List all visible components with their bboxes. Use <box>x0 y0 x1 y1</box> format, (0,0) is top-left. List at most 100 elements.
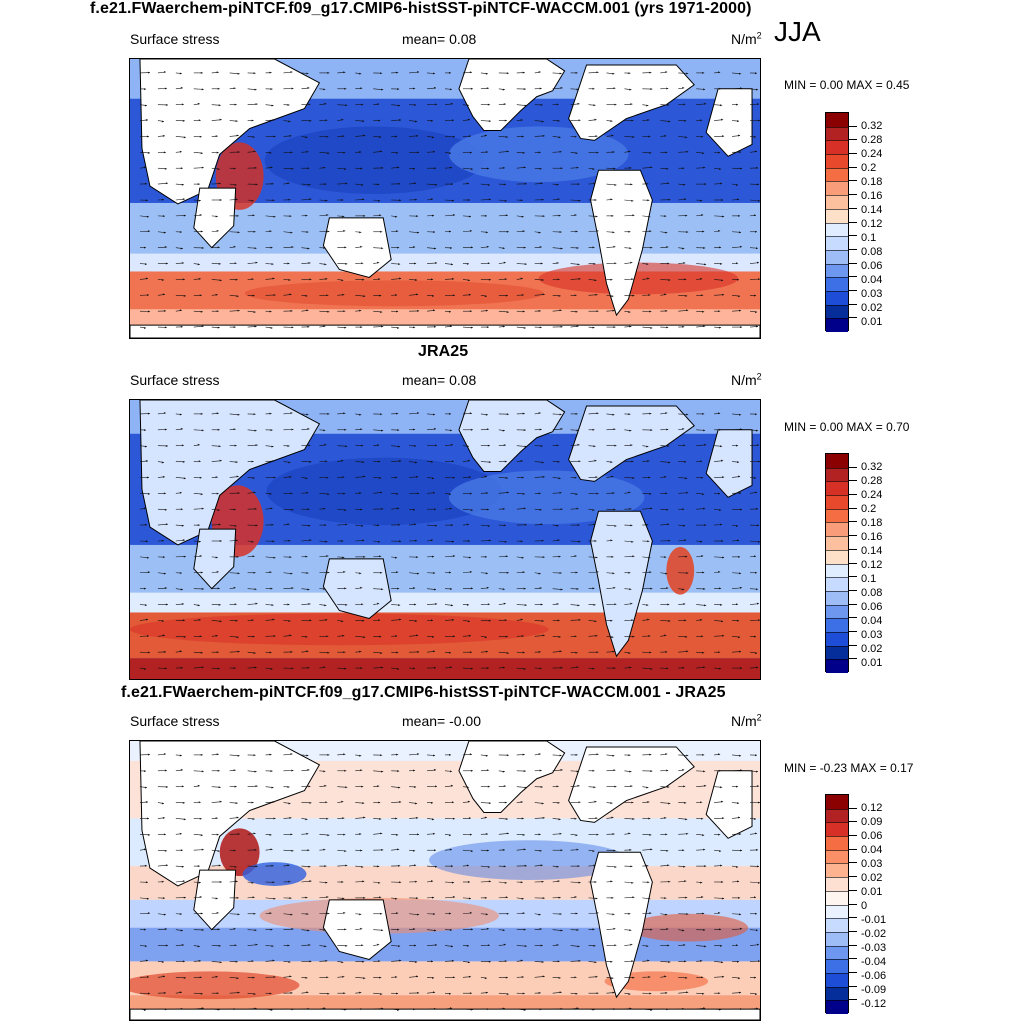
wind-arrow <box>283 913 293 916</box>
wind-arrow <box>139 897 149 900</box>
wind-arrow <box>229 461 238 464</box>
wind-arrow <box>624 848 632 851</box>
wind-arrow <box>534 293 545 296</box>
wind-arrow <box>391 1008 400 1011</box>
colorbar-label: 0.18 <box>861 517 883 529</box>
colorbar-label: 0.02 <box>861 872 883 884</box>
wind-arrow <box>337 118 344 121</box>
wind-arrow <box>301 294 308 297</box>
wind-arrow <box>247 785 258 788</box>
wind-arrow <box>427 588 437 591</box>
wind-arrow <box>462 897 471 900</box>
wind-arrow <box>229 960 238 963</box>
wind-arrow <box>606 977 614 980</box>
wind-arrow <box>516 88 526 91</box>
wind-arrow <box>462 539 470 542</box>
wind-arrow <box>229 295 239 298</box>
wind-arrow <box>534 944 543 947</box>
panel-1-max-label: MAX = <box>846 78 883 92</box>
wind-arrow <box>498 912 509 915</box>
wind-arrow <box>373 183 380 186</box>
wind-arrow <box>355 309 362 312</box>
wind-arrow <box>427 896 435 899</box>
panel-2-max-value: 0.70 <box>886 420 910 434</box>
wind-arrow <box>373 571 383 574</box>
wind-arrow <box>157 87 167 90</box>
wind-arrow <box>319 246 326 249</box>
wind-arrow <box>588 928 595 931</box>
wind-arrow <box>480 134 487 137</box>
colorbar-label: 0.04 <box>861 844 883 856</box>
wind-arrow <box>157 103 168 106</box>
wind-arrow <box>696 524 707 527</box>
wind-arrow <box>480 816 487 819</box>
wind-arrow <box>391 667 400 670</box>
wind-arrow <box>678 960 687 963</box>
wind-arrow <box>247 429 257 432</box>
wind-arrow <box>391 445 401 448</box>
wind-arrow <box>444 801 454 804</box>
wind-arrow <box>265 246 273 249</box>
wind-arrow <box>373 413 383 416</box>
wind-arrow <box>606 944 617 947</box>
wind-arrow <box>732 539 740 542</box>
wind-arrow <box>283 975 292 978</box>
wind-arrow <box>444 213 455 217</box>
wind-arrow <box>337 587 347 590</box>
wind-arrow <box>337 833 346 836</box>
wind-arrow <box>480 944 490 947</box>
wind-arrow <box>391 817 398 820</box>
wind-arrow <box>588 634 598 637</box>
wind-arrow <box>229 913 240 916</box>
wind-arrow <box>570 524 580 527</box>
wind-arrow <box>175 960 185 963</box>
wind-arrow <box>247 571 256 574</box>
panel-1-min-label: MIN = <box>784 78 817 92</box>
wind-arrow <box>247 929 257 932</box>
wind-arrow <box>247 214 255 217</box>
wind-arrow <box>229 231 240 234</box>
wind-arrow <box>480 539 491 542</box>
wind-arrow <box>624 785 633 788</box>
wind-arrow <box>624 754 631 757</box>
wind-arrow <box>301 865 311 868</box>
wind-arrow <box>660 262 670 265</box>
wind-arrow <box>139 182 147 185</box>
wind-arrow <box>462 198 470 201</box>
wind-arrow <box>696 412 705 415</box>
wind-arrow <box>570 945 580 948</box>
wind-arrow <box>337 651 346 654</box>
wind-arrow <box>552 427 563 431</box>
wind-arrow <box>391 182 401 185</box>
colorbar-tick <box>849 289 857 291</box>
wind-arrow <box>301 427 310 431</box>
wind-arrow <box>642 277 650 280</box>
wind-arrow <box>193 635 202 638</box>
wind-arrow <box>157 508 167 511</box>
wind-arrow <box>427 460 434 463</box>
wind-arrow <box>391 976 398 979</box>
wind-arrow <box>427 865 438 868</box>
wind-arrow <box>714 229 721 233</box>
wind-arrow <box>624 460 634 463</box>
wind-arrow <box>462 864 469 867</box>
wind-arrow <box>175 801 185 804</box>
wind-arrow <box>678 524 686 527</box>
wind-arrow <box>534 428 542 431</box>
wind-arrow <box>355 555 366 558</box>
wind-arrow <box>355 231 362 234</box>
wind-arrow <box>516 556 524 559</box>
wind-arrow <box>516 71 525 74</box>
wind-arrow <box>283 215 292 218</box>
wind-arrow <box>409 309 420 312</box>
wind-arrow <box>480 278 491 281</box>
wind-arrow <box>516 277 523 280</box>
wind-arrow <box>427 849 437 852</box>
panel-3-title: f.e21.FWaerchem-piNTCF.f09_g17.CMIP6-his… <box>121 684 726 701</box>
wind-arrow <box>229 198 238 201</box>
wind-arrow <box>462 151 472 154</box>
wind-arrow <box>462 961 470 964</box>
wind-arrow <box>175 444 184 447</box>
wind-arrow <box>427 929 437 932</box>
wind-arrow <box>283 523 290 526</box>
